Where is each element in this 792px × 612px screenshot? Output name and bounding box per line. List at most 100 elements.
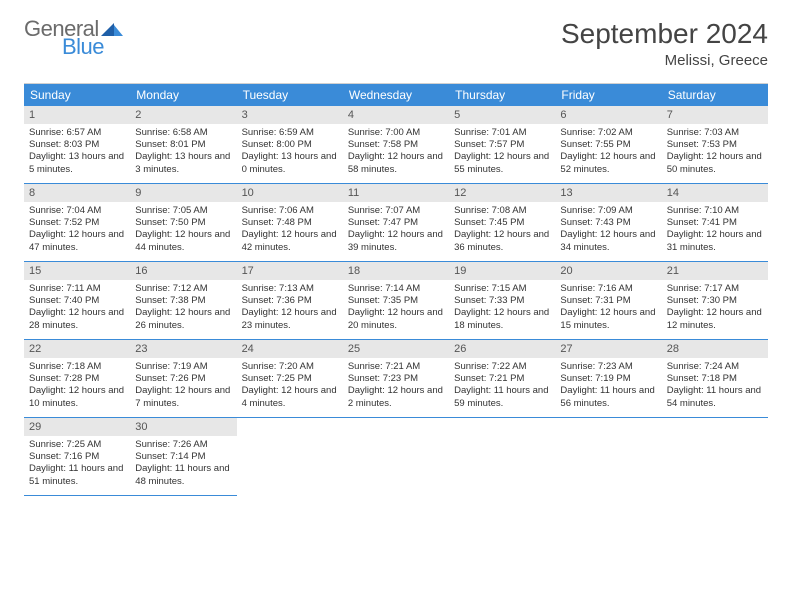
sunset-line: Sunset: 7:19 PM: [560, 373, 656, 385]
daylight-line: Daylight: 12 hours and 34 minutes.: [560, 229, 656, 253]
sunrise-line: Sunrise: 7:26 AM: [135, 439, 231, 451]
day-cell: 30Sunrise: 7:26 AMSunset: 7:14 PMDayligh…: [130, 418, 236, 496]
daylight-line: Daylight: 13 hours and 5 minutes.: [29, 151, 125, 175]
daylight-line: Daylight: 12 hours and 58 minutes.: [348, 151, 444, 175]
sunrise-line: Sunrise: 7:12 AM: [135, 283, 231, 295]
sunset-line: Sunset: 7:45 PM: [454, 217, 550, 229]
weekday-header: Sunday: [24, 84, 130, 106]
sunset-line: Sunset: 7:31 PM: [560, 295, 656, 307]
day-cell: 27Sunrise: 7:23 AMSunset: 7:19 PMDayligh…: [555, 340, 661, 418]
daylight-line: Daylight: 12 hours and 7 minutes.: [135, 385, 231, 409]
weekday-header: Monday: [130, 84, 236, 106]
empty-cell: [662, 418, 768, 496]
day-cell: 7Sunrise: 7:03 AMSunset: 7:53 PMDaylight…: [662, 106, 768, 184]
empty-cell: [343, 418, 449, 496]
day-cell: 8Sunrise: 7:04 AMSunset: 7:52 PMDaylight…: [24, 184, 130, 262]
day-number: 20: [555, 262, 661, 280]
sunset-line: Sunset: 7:38 PM: [135, 295, 231, 307]
day-cell: 24Sunrise: 7:20 AMSunset: 7:25 PMDayligh…: [237, 340, 343, 418]
sunrise-line: Sunrise: 7:20 AM: [242, 361, 338, 373]
day-number: 15: [24, 262, 130, 280]
day-number: 6: [555, 106, 661, 124]
sunrise-line: Sunrise: 7:06 AM: [242, 205, 338, 217]
day-cell: 11Sunrise: 7:07 AMSunset: 7:47 PMDayligh…: [343, 184, 449, 262]
day-number: 13: [555, 184, 661, 202]
day-number: 27: [555, 340, 661, 358]
day-number: 12: [449, 184, 555, 202]
sunrise-line: Sunrise: 6:59 AM: [242, 127, 338, 139]
daylight-line: Daylight: 11 hours and 56 minutes.: [560, 385, 656, 409]
day-number: 26: [449, 340, 555, 358]
day-number: 19: [449, 262, 555, 280]
day-number: 18: [343, 262, 449, 280]
daylight-line: Daylight: 12 hours and 23 minutes.: [242, 307, 338, 331]
sunrise-line: Sunrise: 7:11 AM: [29, 283, 125, 295]
daylight-line: Daylight: 12 hours and 39 minutes.: [348, 229, 444, 253]
sunrise-line: Sunrise: 7:17 AM: [667, 283, 763, 295]
day-number: 16: [130, 262, 236, 280]
day-cell: 22Sunrise: 7:18 AMSunset: 7:28 PMDayligh…: [24, 340, 130, 418]
sunrise-line: Sunrise: 7:02 AM: [560, 127, 656, 139]
day-cell: 29Sunrise: 7:25 AMSunset: 7:16 PMDayligh…: [24, 418, 130, 496]
day-number: 7: [662, 106, 768, 124]
day-number: 17: [237, 262, 343, 280]
empty-cell: [555, 418, 661, 496]
logo-blue: Blue: [62, 36, 123, 58]
sunrise-line: Sunrise: 7:21 AM: [348, 361, 444, 373]
daylight-line: Daylight: 12 hours and 36 minutes.: [454, 229, 550, 253]
day-number: 4: [343, 106, 449, 124]
day-number: 28: [662, 340, 768, 358]
daylight-line: Daylight: 12 hours and 12 minutes.: [667, 307, 763, 331]
day-number: 5: [449, 106, 555, 124]
empty-cell: [237, 418, 343, 496]
title-block: September 2024 Melissi, Greece: [561, 18, 768, 69]
sunrise-line: Sunrise: 7:25 AM: [29, 439, 125, 451]
sunset-line: Sunset: 7:30 PM: [667, 295, 763, 307]
daylight-line: Daylight: 12 hours and 50 minutes.: [667, 151, 763, 175]
day-number: 1: [24, 106, 130, 124]
day-number: 14: [662, 184, 768, 202]
sunrise-line: Sunrise: 7:15 AM: [454, 283, 550, 295]
empty-cell: [449, 418, 555, 496]
sunset-line: Sunset: 8:03 PM: [29, 139, 125, 151]
day-cell: 28 Sunrise: 7:24 AMSunset: 7:18 PMDayligh…: [662, 340, 768, 418]
sunset-line: Sunset: 7:57 PM: [454, 139, 550, 151]
sunrise-line: Sunrise: 7:07 AM: [348, 205, 444, 217]
calendar-grid: SundayMondayTuesdayWednesdayThursdayFrid…: [24, 83, 768, 496]
daylight-line: Daylight: 11 hours and 54 minutes.: [667, 385, 763, 409]
daylight-line: Daylight: 12 hours and 20 minutes.: [348, 307, 444, 331]
day-cell: 6 Sunrise: 7:02 AMSunset: 7:55 PMDaylight…: [555, 106, 661, 184]
day-cell: 26Sunrise: 7:22 AMSunset: 7:21 PMDayligh…: [449, 340, 555, 418]
daylight-line: Daylight: 12 hours and 2 minutes.: [348, 385, 444, 409]
sunset-line: Sunset: 7:18 PM: [667, 373, 763, 385]
sunrise-line: Sunrise: 7:14 AM: [348, 283, 444, 295]
daylight-line: Daylight: 12 hours and 18 minutes.: [454, 307, 550, 331]
day-cell: 20 Sunrise: 7:16 AMSunset: 7:31 PMDayligh…: [555, 262, 661, 340]
daylight-line: Daylight: 12 hours and 15 minutes.: [560, 307, 656, 331]
sunset-line: Sunset: 7:43 PM: [560, 217, 656, 229]
sunrise-line: Sunrise: 7:08 AM: [454, 205, 550, 217]
sunrise-line: Sunrise: 7:24 AM: [667, 361, 763, 373]
sunrise-line: Sunrise: 7:16 AM: [560, 283, 656, 295]
day-cell: 17Sunrise: 7:13 AMSunset: 7:36 PMDayligh…: [237, 262, 343, 340]
day-number: 2: [130, 106, 236, 124]
sunset-line: Sunset: 8:00 PM: [242, 139, 338, 151]
sunrise-line: Sunrise: 7:03 AM: [667, 127, 763, 139]
day-number: 30: [130, 418, 236, 436]
day-number: 10: [237, 184, 343, 202]
day-cell: 21Sunrise: 7:17 AMSunset: 7:30 PMDayligh…: [662, 262, 768, 340]
sunrise-line: Sunrise: 7:22 AM: [454, 361, 550, 373]
sunset-line: Sunset: 7:48 PM: [242, 217, 338, 229]
daylight-line: Daylight: 13 hours and 3 minutes.: [135, 151, 231, 175]
day-cell: 5Sunrise: 7:01 AMSunset: 7:57 PMDaylight…: [449, 106, 555, 184]
sunrise-line: Sunrise: 7:10 AM: [667, 205, 763, 217]
sunset-line: Sunset: 7:14 PM: [135, 451, 231, 463]
daylight-line: Daylight: 12 hours and 42 minutes.: [242, 229, 338, 253]
day-number: 3: [237, 106, 343, 124]
sunset-line: Sunset: 7:55 PM: [560, 139, 656, 151]
sunset-line: Sunset: 7:23 PM: [348, 373, 444, 385]
day-cell: 16Sunrise: 7:12 AMSunset: 7:38 PMDayligh…: [130, 262, 236, 340]
day-cell: 1Sunrise: 6:57 AMSunset: 8:03 PMDaylight…: [24, 106, 130, 184]
daylight-line: Daylight: 11 hours and 59 minutes.: [454, 385, 550, 409]
daylight-line: Daylight: 12 hours and 52 minutes.: [560, 151, 656, 175]
